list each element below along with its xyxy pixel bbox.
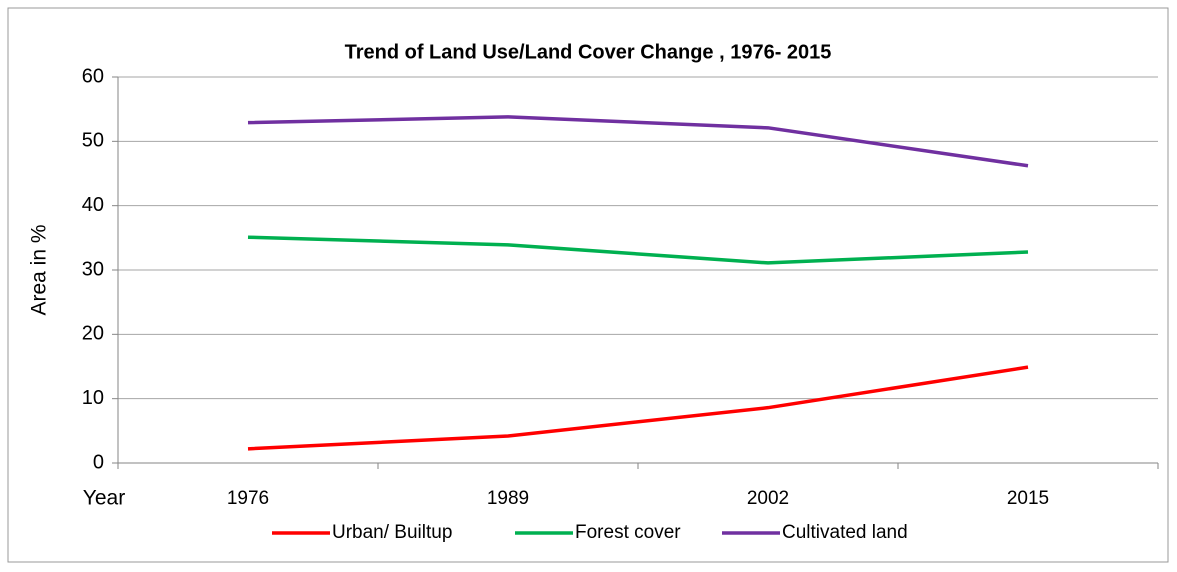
legend-label: Urban/ Builtup <box>332 522 452 543</box>
y-tick-label: 20 <box>82 323 104 345</box>
x-tick-label: 1989 <box>487 488 529 509</box>
series-line <box>247 115 1029 168</box>
x-tick-label: 2015 <box>1007 488 1049 509</box>
chart-border <box>7 7 1169 563</box>
legend-label: Cultivated land <box>782 522 908 543</box>
series-line <box>247 365 1029 451</box>
y-tick-label: 10 <box>82 387 104 409</box>
x-tick-label: 1976 <box>227 488 269 509</box>
x-axis-label: Year <box>83 487 125 510</box>
y-tick-label: 30 <box>82 258 104 280</box>
y-tick-label: 0 <box>93 451 104 473</box>
series-line <box>247 235 1029 265</box>
y-axis-label: Area in % <box>28 224 51 315</box>
x-tick-label: 2002 <box>747 488 789 509</box>
y-tick-label: 40 <box>82 194 104 216</box>
chart-title: Trend of Land Use/Land Cover Change , 19… <box>345 41 832 63</box>
y-tick-label: 60 <box>82 65 104 87</box>
y-tick-label: 50 <box>82 130 104 152</box>
legend-label: Forest cover <box>575 522 681 543</box>
